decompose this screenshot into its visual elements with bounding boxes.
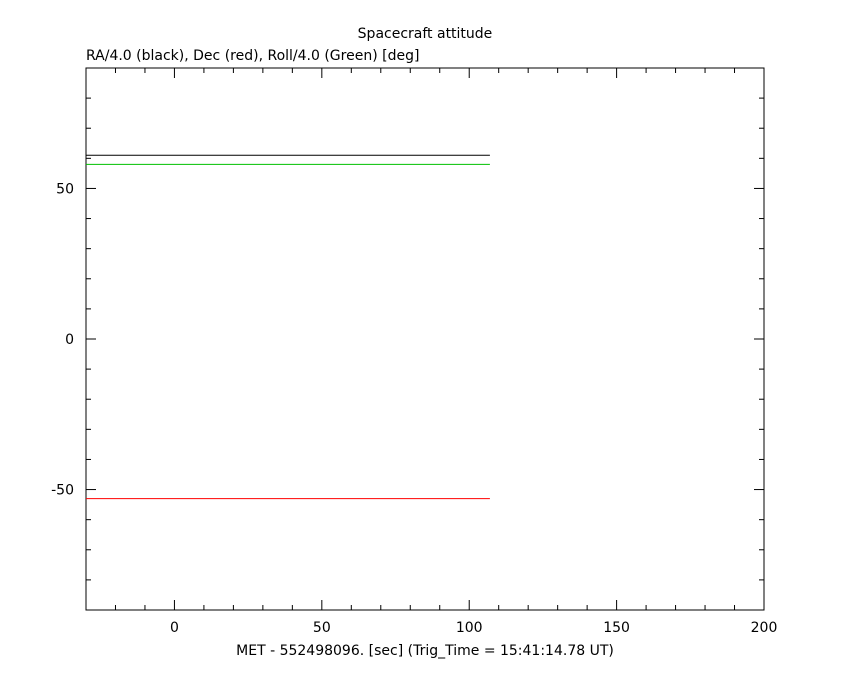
axis-ticks <box>85 67 765 611</box>
x-tick-label: 200 <box>751 620 778 636</box>
plot-frame <box>85 67 765 611</box>
x-tick-label: 150 <box>603 620 630 636</box>
series-lines <box>86 154 490 500</box>
x-axis-label: MET - 552498096. [sec] (Trig_Time = 15:4… <box>236 643 614 659</box>
chart-title: Spacecraft attitude <box>358 26 493 42</box>
x-tick-label: 0 <box>170 620 179 636</box>
x-tick-label: 100 <box>456 620 483 636</box>
tick-labels: 0 50 100 150 200 -50 0 50 <box>51 181 777 636</box>
x-tick-label: 50 <box>313 620 331 636</box>
chart-subtitle: RA/4.0 (black), Dec (red), Roll/4.0 (Gre… <box>86 48 419 64</box>
y-tick-label: -50 <box>51 483 74 499</box>
y-tick-label: 50 <box>56 181 74 197</box>
y-tick-label: 0 <box>65 332 74 348</box>
